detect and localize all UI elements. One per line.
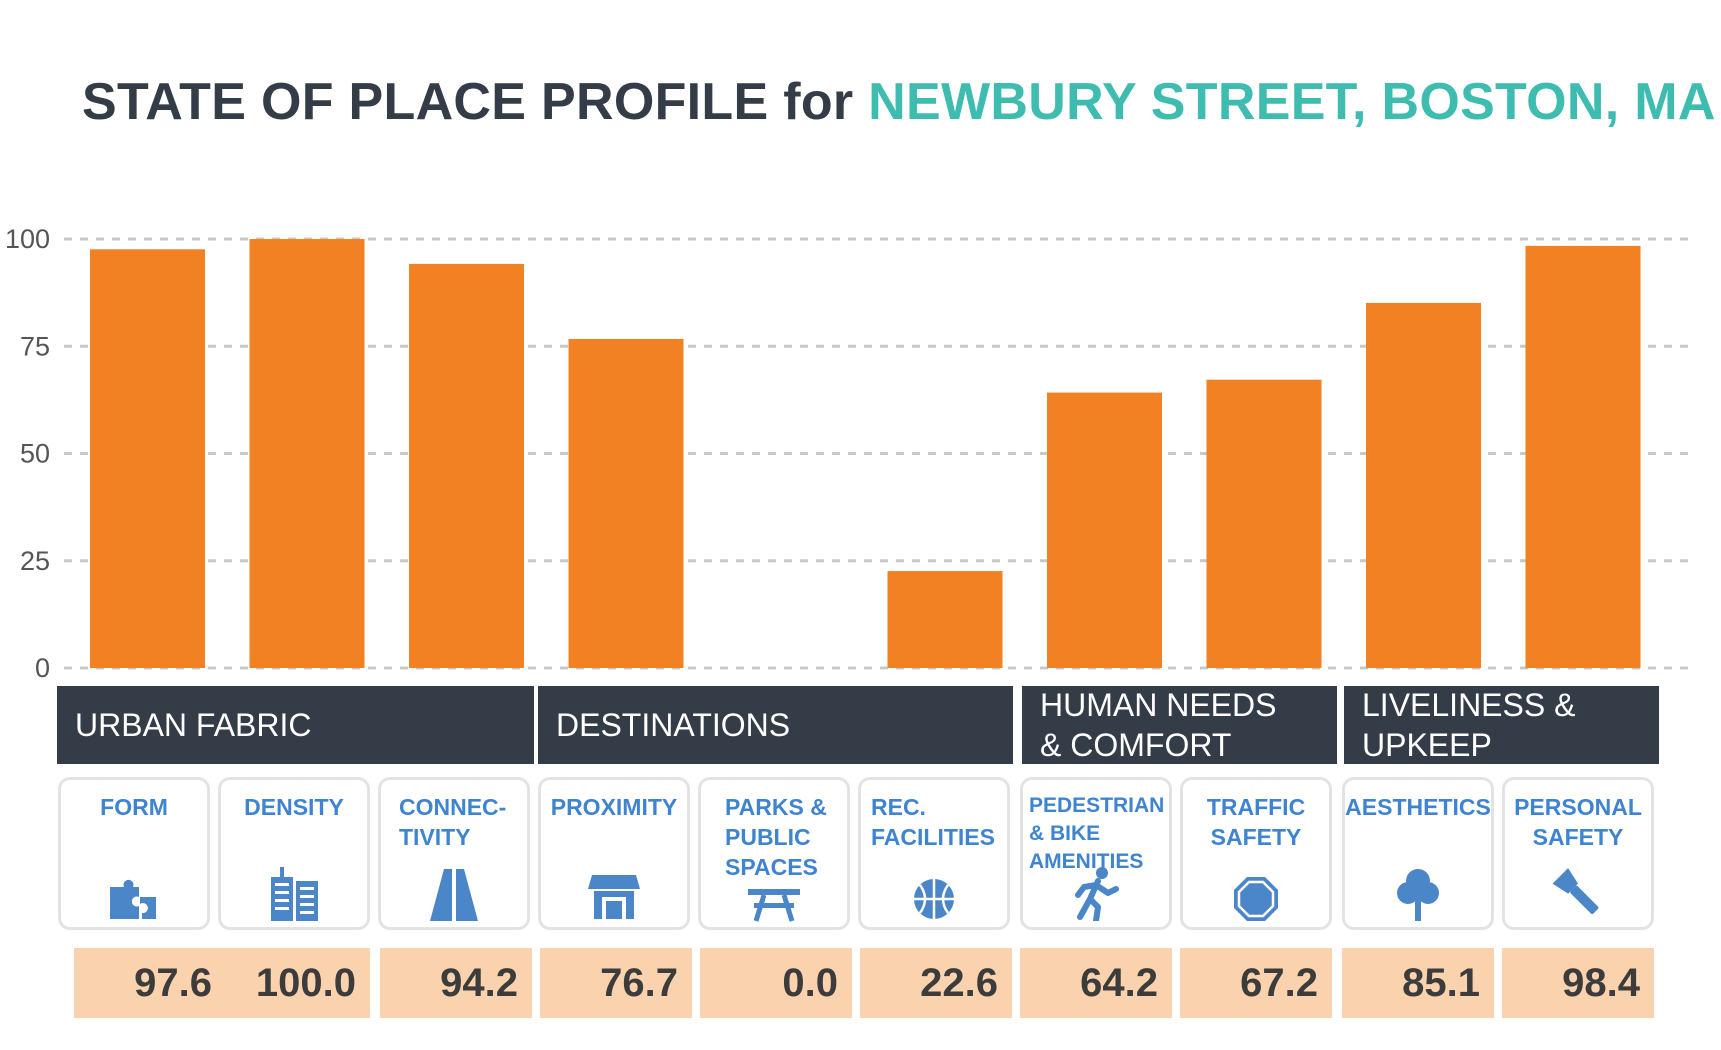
y-tick-label: 25	[20, 546, 50, 576]
metric-card-traffic-safety: TRAFFIC SAFETY	[1180, 777, 1332, 930]
metric-label: PROXIMITY	[550, 794, 678, 820]
category-destinations: DESTINATIONS	[538, 686, 1013, 764]
metric-label: CONNEC- TIVITY	[399, 794, 507, 850]
score-rec-facilities: 22.6	[860, 948, 1012, 1018]
category-label: DESTINATIONS	[556, 707, 791, 743]
metric-label: FORM	[100, 794, 168, 820]
category-label: URBAN FABRIC	[75, 707, 312, 743]
title-prefix: STATE OF PLACE PROFILE for	[82, 73, 869, 131]
y-tick-label: 0	[35, 653, 50, 683]
metric-card-personal-safety: PERSONAL SAFETY	[1502, 777, 1654, 930]
picnic-table-icon	[748, 889, 800, 922]
buildings-icon	[271, 867, 318, 921]
stop-sign-icon	[1234, 877, 1278, 921]
metric-card-proximity: PROXIMITY	[538, 777, 690, 930]
y-tick-label: 75	[20, 331, 50, 361]
tree-icon	[1397, 869, 1439, 921]
chart-title: STATE OF PLACE PROFILE for NEWBURY STREE…	[82, 72, 1716, 132]
metric-label: DENSITY	[244, 794, 344, 820]
bar-3	[568, 338, 684, 668]
metric-label: REC. FACILITIES	[871, 794, 995, 850]
bar-7	[1206, 379, 1322, 668]
bar-0	[90, 249, 205, 668]
metric-card-pedestrian: PEDESTRIAN & BIKE AMENITIES	[1020, 777, 1172, 930]
metric-label: PARKS & PUBLIC SPACES	[725, 794, 827, 880]
runner-icon	[1075, 867, 1119, 921]
category-label: HUMAN NEEDS & COMFORT	[1040, 687, 1277, 763]
metric-card-form: FORM	[58, 777, 210, 930]
score-traffic-safety: 67.2	[1180, 948, 1332, 1018]
score-connectivity: 94.2	[380, 948, 532, 1018]
score-personal-safety: 98.4	[1502, 948, 1654, 1018]
title-place: NEWBURY STREET, BOSTON, MA	[868, 73, 1716, 131]
category-human-needs: HUMAN NEEDS & COMFORT	[1022, 686, 1337, 764]
score-density: 100.0	[218, 948, 370, 1018]
y-tick-label: 50	[20, 439, 50, 469]
metric-label: PEDESTRIAN & BIKE AMENITIES	[1029, 794, 1165, 873]
metric-card-density: DENSITY	[218, 777, 370, 930]
bar-2	[409, 263, 524, 668]
bar-1	[249, 239, 365, 668]
score-parks: 0.0	[700, 948, 852, 1018]
bar-9	[1525, 245, 1641, 668]
y-tick-label: 100	[5, 224, 50, 254]
metric-label: TRAFFIC SAFETY	[1206, 794, 1306, 850]
score-aesthetics: 85.1	[1342, 948, 1494, 1018]
metric-label: PERSONAL SAFETY	[1514, 794, 1642, 850]
metric-card-parks: PARKS & PUBLIC SPACES	[698, 777, 850, 930]
bar-5	[887, 571, 1003, 668]
bar-6	[1047, 392, 1162, 668]
category-liveliness: LIVELINESS & UPKEEP	[1344, 686, 1659, 764]
category-label: LIVELINESS & UPKEEP	[1362, 687, 1576, 763]
metric-card-rec-facilities: REC. FACILITIES	[858, 777, 1010, 930]
score-pedestrian: 64.2	[1020, 948, 1172, 1018]
score-form: 97.6	[74, 948, 226, 1018]
category-urban-fabric: URBAN FABRIC	[57, 686, 534, 764]
road-icon	[430, 869, 478, 921]
bar-8	[1366, 302, 1481, 668]
flashlight-icon	[1552, 868, 1599, 914]
basketball-icon	[914, 879, 954, 919]
storefront-icon	[588, 875, 640, 919]
score-proximity: 76.7	[540, 948, 692, 1018]
puzzle-icon	[110, 879, 156, 919]
metric-label: AESTHETICS	[1345, 794, 1491, 820]
metric-card-connectivity: CONNEC- TIVITY	[378, 777, 530, 930]
metric-card-aesthetics: AESTHETICS	[1342, 777, 1494, 930]
